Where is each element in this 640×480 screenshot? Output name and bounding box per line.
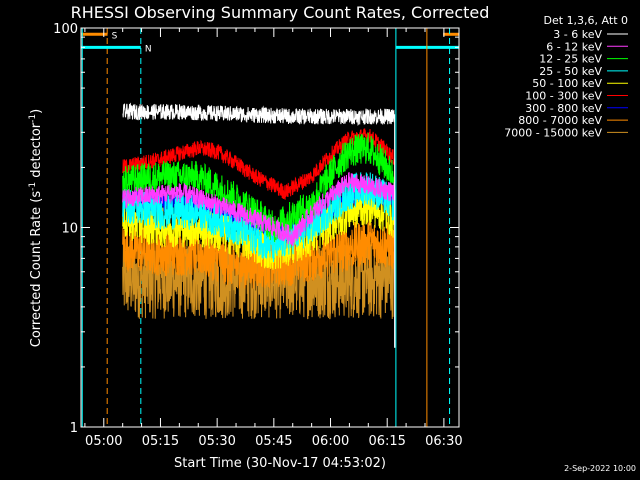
- legend-label: 300 - 800 keV: [525, 102, 602, 115]
- x-tick-label: 06:15: [368, 434, 405, 449]
- plot-frame: [80, 27, 460, 428]
- flag-label: N: [145, 44, 152, 54]
- x-tick-label: 05:15: [142, 434, 179, 449]
- flag-label: S: [112, 31, 118, 41]
- x-tick-label: 05:45: [255, 434, 292, 449]
- y-tick-label: 1: [70, 421, 78, 436]
- legend-label: 7000 - 15000 keV: [504, 126, 602, 139]
- series-line-3: [122, 172, 396, 348]
- legend-label: 50 - 100 keV: [532, 77, 602, 90]
- y-axis-label: Corrected Count Rate (s-1 detector-1): [28, 109, 44, 347]
- y-axis-label-end: ): [29, 109, 44, 114]
- y-tick-label: 10: [61, 222, 78, 237]
- x-tick-label: 05:00: [85, 434, 122, 449]
- x-tick-label: 05:30: [198, 434, 235, 449]
- y-axis-label-mid: detector: [29, 122, 44, 182]
- timestamp: 2-Sep-2022 10:00: [564, 464, 636, 473]
- series-line-7: [122, 219, 396, 348]
- y-axis-label-main: Corrected Count Rate (s: [29, 191, 44, 348]
- x-tick-label: 06:00: [312, 434, 349, 449]
- series-line-0: [122, 102, 396, 348]
- x-tick-label: 06:30: [425, 434, 462, 449]
- y-axis-label-exp2: -1: [28, 114, 38, 123]
- y-axis-label-exp1: -1: [28, 182, 38, 191]
- x-axis-label: Start Time (30-Nov-17 04:53:02): [174, 456, 386, 471]
- legend-label: 6 - 12 keV: [546, 40, 602, 53]
- svg-text:Corrected Count Rate (s-1 dete: Corrected Count Rate (s-1 detector-1): [28, 109, 44, 347]
- legend-header: Det 1,3,6, Att 0: [544, 14, 628, 27]
- legend-label: 3 - 6 keV: [553, 28, 602, 41]
- chart-title: RHESSI Observing Summary Count Rates, Co…: [71, 3, 490, 22]
- plot-area: SN: [81, 28, 459, 427]
- legend-label: 100 - 300 keV: [525, 90, 602, 103]
- legend-label: 25 - 50 keV: [539, 65, 602, 78]
- y-tick-label: 100: [53, 22, 78, 37]
- axis-ticks: 1 10 100 05:00 05:15 05:30 05:45 06:00 06:15 06:3…: [53, 22, 462, 449]
- series-line-1: [122, 172, 396, 348]
- legend-label: 12 - 25 keV: [539, 53, 602, 66]
- legend-label: 800 - 7000 keV: [518, 114, 602, 127]
